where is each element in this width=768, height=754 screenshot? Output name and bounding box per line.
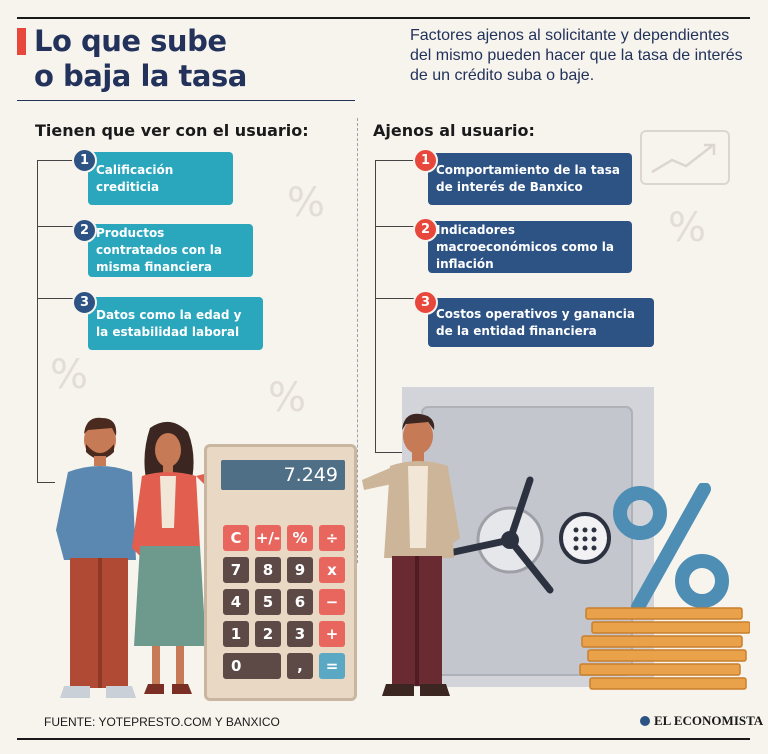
- man-illustration: [56, 417, 136, 698]
- key-minus: −: [319, 589, 345, 615]
- number-badge-3: 3: [413, 290, 438, 315]
- key-clear: C: [223, 525, 249, 551]
- left-column-heading: Tienen que ver con el usuario:: [35, 121, 309, 140]
- key-comma: ,: [287, 653, 313, 679]
- key-8: 8: [255, 557, 281, 583]
- percent-decor-icon: %: [268, 375, 307, 421]
- page-title: Lo que sube o baja la tasa: [34, 24, 247, 94]
- number-badge-1: 1: [413, 148, 438, 173]
- percent-decor-icon: %: [668, 205, 707, 251]
- right-bracket-line: [375, 160, 376, 452]
- external-factor-1: Comportamiento de la tasa de interés de …: [428, 153, 632, 205]
- key-5: 5: [255, 589, 281, 615]
- title-underline: [17, 100, 355, 101]
- key-0: 0: [223, 653, 281, 679]
- key-multiply: x: [319, 557, 345, 583]
- column-divider: [357, 118, 358, 563]
- external-factor-2-text: Indicadores macroeconómicos como la infl…: [436, 222, 614, 271]
- calculator-display: 7.249: [221, 460, 345, 490]
- key-6: 6: [287, 589, 313, 615]
- left-bracket-arrow: [37, 482, 55, 483]
- calculator: 7.249 C +/- % ÷ 7 8 9 x 4 5 6 − 1 2 3 + …: [204, 444, 357, 701]
- user-factor-2-text: Productos contratados con la misma finan…: [96, 226, 222, 274]
- external-factor-3-text: Costos operativos y ganancia de la entid…: [436, 306, 635, 338]
- number-badge-2: 2: [72, 218, 97, 243]
- big-percent-icon: [613, 483, 729, 613]
- brand-logo: EL ECONOMISTA: [640, 713, 763, 729]
- external-factor-3: Costos operativos y ganancia de la entid…: [428, 298, 654, 347]
- number-badge-1: 1: [72, 148, 97, 173]
- right-bracket-tick: [375, 160, 415, 161]
- key-7: 7: [223, 557, 249, 583]
- user-factor-1: Calificación crediticia: [88, 152, 233, 205]
- right-bracket-arrow: [375, 452, 403, 453]
- brand-name: EL ECONOMISTA: [654, 713, 764, 728]
- source-credit: FUENTE: YOTEPRESTO.COM Y BANXICO: [44, 715, 280, 729]
- percent-decor-icon: %: [50, 352, 89, 398]
- title-line-2: o baja la tasa: [34, 59, 247, 93]
- bottom-rule: [17, 738, 750, 740]
- growth-chart-icon: [640, 130, 730, 185]
- title-accent-bar: [17, 28, 26, 55]
- key-1: 1: [223, 621, 249, 647]
- advisor-illustration: [362, 413, 460, 696]
- key-3: 3: [287, 621, 313, 647]
- user-factor-3-text: Datos como la edad y la estabilidad labo…: [96, 307, 242, 339]
- external-factor-2: Indicadores macroeconómicos como la infl…: [428, 221, 632, 273]
- intro-text: Factores ajenos al solicitante y dependi…: [410, 27, 743, 84]
- key-sign: +/-: [255, 525, 281, 551]
- right-bracket-tick: [375, 298, 415, 299]
- key-equals: =: [319, 653, 345, 679]
- key-2: 2: [255, 621, 281, 647]
- left-bracket-tick: [37, 226, 77, 227]
- coin-stack-illustration: [579, 607, 750, 690]
- external-factor-1-text: Comportamiento de la tasa de interés de …: [436, 163, 620, 194]
- percent-decor-icon: %: [287, 180, 326, 226]
- left-bracket-tick: [37, 298, 77, 299]
- user-factor-3: Datos como la edad y la estabilidad labo…: [88, 297, 263, 350]
- number-badge-3: 3: [72, 290, 97, 315]
- key-4: 4: [223, 589, 249, 615]
- brand-globe-icon: [640, 716, 650, 726]
- key-divide: ÷: [319, 525, 345, 551]
- key-plus: +: [319, 621, 345, 647]
- number-badge-2: 2: [413, 217, 438, 242]
- right-bracket-tick: [375, 226, 415, 227]
- key-9: 9: [287, 557, 313, 583]
- key-percent: %: [287, 525, 313, 551]
- user-factor-2: Productos contratados con la misma finan…: [88, 224, 253, 277]
- user-factor-1-text: Calificación crediticia: [96, 162, 174, 194]
- left-bracket-line: [37, 160, 38, 482]
- woman-illustration: [132, 421, 220, 694]
- title-line-1: Lo que sube: [34, 24, 227, 58]
- top-rule: [17, 17, 750, 19]
- right-column-heading: Ajenos al usuario:: [373, 121, 535, 140]
- left-bracket-tick: [37, 160, 77, 161]
